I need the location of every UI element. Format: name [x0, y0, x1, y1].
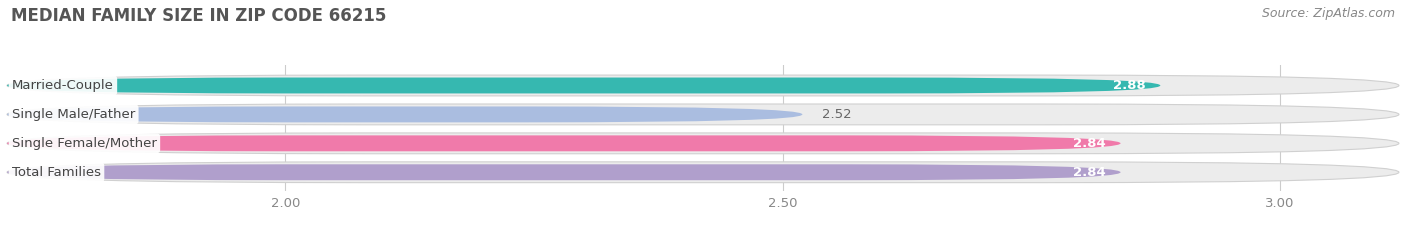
Text: MEDIAN FAMILY SIZE IN ZIP CODE 66215: MEDIAN FAMILY SIZE IN ZIP CODE 66215 [11, 7, 387, 25]
Text: Source: ZipAtlas.com: Source: ZipAtlas.com [1261, 7, 1395, 20]
FancyBboxPatch shape [7, 78, 1160, 93]
Text: 2.88: 2.88 [1112, 79, 1146, 92]
FancyBboxPatch shape [7, 104, 1399, 125]
Text: Total Families: Total Families [13, 166, 101, 179]
Text: 2.84: 2.84 [1073, 166, 1105, 179]
Text: Single Male/Father: Single Male/Father [13, 108, 135, 121]
FancyBboxPatch shape [7, 75, 1399, 96]
Text: Married-Couple: Married-Couple [13, 79, 114, 92]
FancyBboxPatch shape [7, 133, 1399, 154]
Text: 2.84: 2.84 [1073, 137, 1105, 150]
Text: 2.52: 2.52 [823, 108, 852, 121]
FancyBboxPatch shape [7, 106, 803, 122]
FancyBboxPatch shape [7, 135, 1121, 151]
FancyBboxPatch shape [7, 162, 1399, 183]
Text: Single Female/Mother: Single Female/Mother [13, 137, 157, 150]
FancyBboxPatch shape [7, 164, 1121, 180]
